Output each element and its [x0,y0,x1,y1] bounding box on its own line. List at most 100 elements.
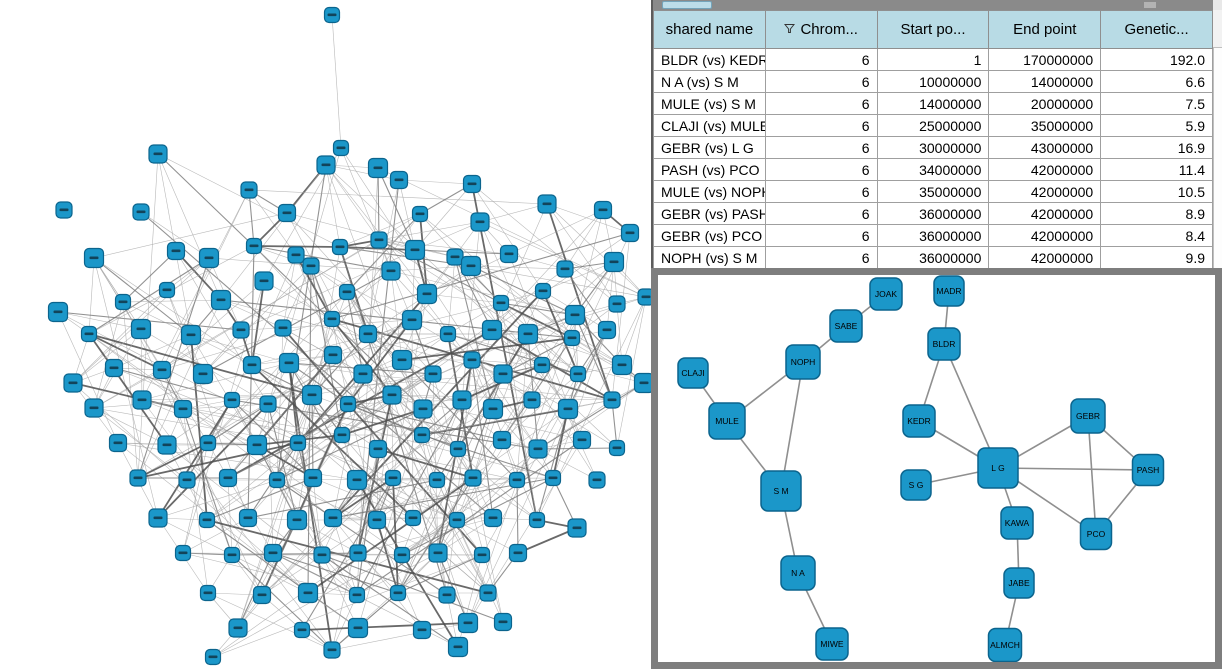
network-node[interactable] [152,360,172,380]
network-node[interactable]: BLDR [927,327,961,361]
network-node[interactable] [333,426,351,444]
network-node[interactable] [338,283,356,301]
cell-shared-name[interactable]: PASH (vs) PCO [653,158,766,181]
network-node[interactable] [464,469,482,487]
network-node[interactable] [232,321,250,339]
cell-value[interactable]: 9.9 [1100,246,1213,269]
cell-value[interactable]: 8.4 [1100,224,1213,247]
network-node[interactable] [608,295,626,313]
network-node[interactable] [482,398,504,420]
network-node[interactable] [316,155,336,175]
network-node[interactable] [323,345,343,365]
network-node[interactable] [223,546,241,564]
cell-value[interactable]: 6 [764,180,878,203]
network-node[interactable] [287,246,305,264]
network-node[interactable] [463,351,481,369]
cell-value[interactable]: 6 [764,70,878,93]
table-row[interactable]: BLDR (vs) KEDR 6 1 170000000 192.0 [653,48,1213,71]
cell-value[interactable]: 6 [764,158,878,181]
network-node[interactable] [346,469,368,491]
cell-value[interactable]: 36000000 [876,246,990,269]
network-node[interactable] [277,203,297,223]
network-node[interactable] [534,282,552,300]
network-node[interactable]: CLAJI [677,357,709,389]
network-node[interactable] [204,648,222,666]
network-node[interactable] [198,511,216,529]
network-node[interactable] [259,395,277,413]
table-row[interactable]: GEBR (vs) PCO 6 36000000 42000000 8.4 [653,224,1213,247]
cell-value[interactable]: 6 [764,224,878,247]
network-node[interactable]: S M [760,470,802,512]
network-node[interactable] [348,586,366,604]
cell-value[interactable]: 192.0 [1100,48,1213,71]
network-node[interactable] [313,546,331,564]
network-node[interactable] [289,434,307,452]
network-node[interactable] [593,200,613,220]
network-canvas-small[interactable]: JOAK MADR SABE BLDR NOPH CLAJI MULE KEDR GEBR L G… [658,275,1215,663]
cell-value[interactable]: 1 [876,48,990,71]
network-node[interactable] [368,439,388,459]
network-node[interactable] [413,399,433,419]
network-node[interactable]: KEDR [902,404,936,438]
network-node[interactable] [389,170,409,190]
network-node[interactable] [148,144,168,164]
node-shape[interactable] [785,344,821,380]
cell-value[interactable]: 11.4 [1100,158,1213,181]
network-node[interactable] [293,621,311,639]
network-node[interactable]: MADR [933,275,965,307]
cell-value[interactable]: 6 [764,48,878,71]
network-node[interactable] [413,426,431,444]
network-node[interactable] [569,365,587,383]
cell-value[interactable]: 20000000 [988,92,1102,115]
table-row[interactable]: GEBR (vs) L G 6 30000000 43000000 16.9 [653,136,1213,159]
cell-value[interactable]: 36000000 [876,224,990,247]
cell-value[interactable]: 170000000 [988,48,1102,71]
network-node[interactable] [246,434,268,456]
node-shape[interactable] [927,327,961,361]
table-row[interactable]: CLAJI (vs) MULE 6 25000000 35000000 5.9 [653,114,1213,137]
network-node[interactable] [199,584,217,602]
column-header-genetic-[interactable]: Genetic... [1100,10,1213,49]
network-node[interactable] [460,255,482,277]
network-node[interactable] [286,509,308,531]
node-shape[interactable] [869,277,903,311]
column-header-shared-name[interactable]: shared name [653,10,766,49]
network-node[interactable] [479,584,497,602]
network-node[interactable]: KAWA [1000,506,1034,540]
cell-shared-name[interactable]: NOPH (vs) S M [653,246,766,269]
network-node[interactable] [493,612,513,632]
cell-value[interactable]: 42000000 [988,224,1102,247]
network-node[interactable] [572,430,592,450]
table-row[interactable]: MULE (vs) NOPH 6 35000000 42000000 10.5 [653,180,1213,203]
network-node[interactable] [84,398,104,418]
network-node[interactable] [449,440,467,458]
cell-value[interactable]: 10000000 [876,70,990,93]
cell-shared-name[interactable]: GEBR (vs) PCO [653,224,766,247]
vertical-scrollbar[interactable] [1213,10,1222,268]
cell-value[interactable]: 25000000 [876,114,990,137]
node-shape[interactable] [829,309,863,343]
network-node[interactable] [404,509,422,527]
cell-value[interactable]: 16.9 [1100,136,1213,159]
network-node[interactable] [564,304,586,326]
network-node[interactable] [178,471,196,489]
network-node[interactable] [173,399,193,419]
network-node[interactable] [323,508,343,528]
cell-value[interactable]: 6 [764,92,878,115]
network-node[interactable] [446,248,464,266]
network-node[interactable]: N A [780,555,816,591]
network-node[interactable] [332,139,350,157]
network-node[interactable] [218,468,238,488]
network-node[interactable] [347,617,369,639]
cell-value[interactable]: 8.9 [1100,202,1213,225]
network-node[interactable] [508,543,528,563]
network-node[interactable] [104,358,124,378]
cell-value[interactable]: 6 [764,246,878,269]
network-node[interactable] [370,231,388,249]
network-node[interactable] [47,301,69,323]
network-node[interactable] [166,241,186,261]
cell-value[interactable]: 36000000 [876,202,990,225]
network-node[interactable] [603,391,621,409]
network-node[interactable]: PASH [1131,453,1165,487]
node-shape[interactable] [708,402,746,440]
